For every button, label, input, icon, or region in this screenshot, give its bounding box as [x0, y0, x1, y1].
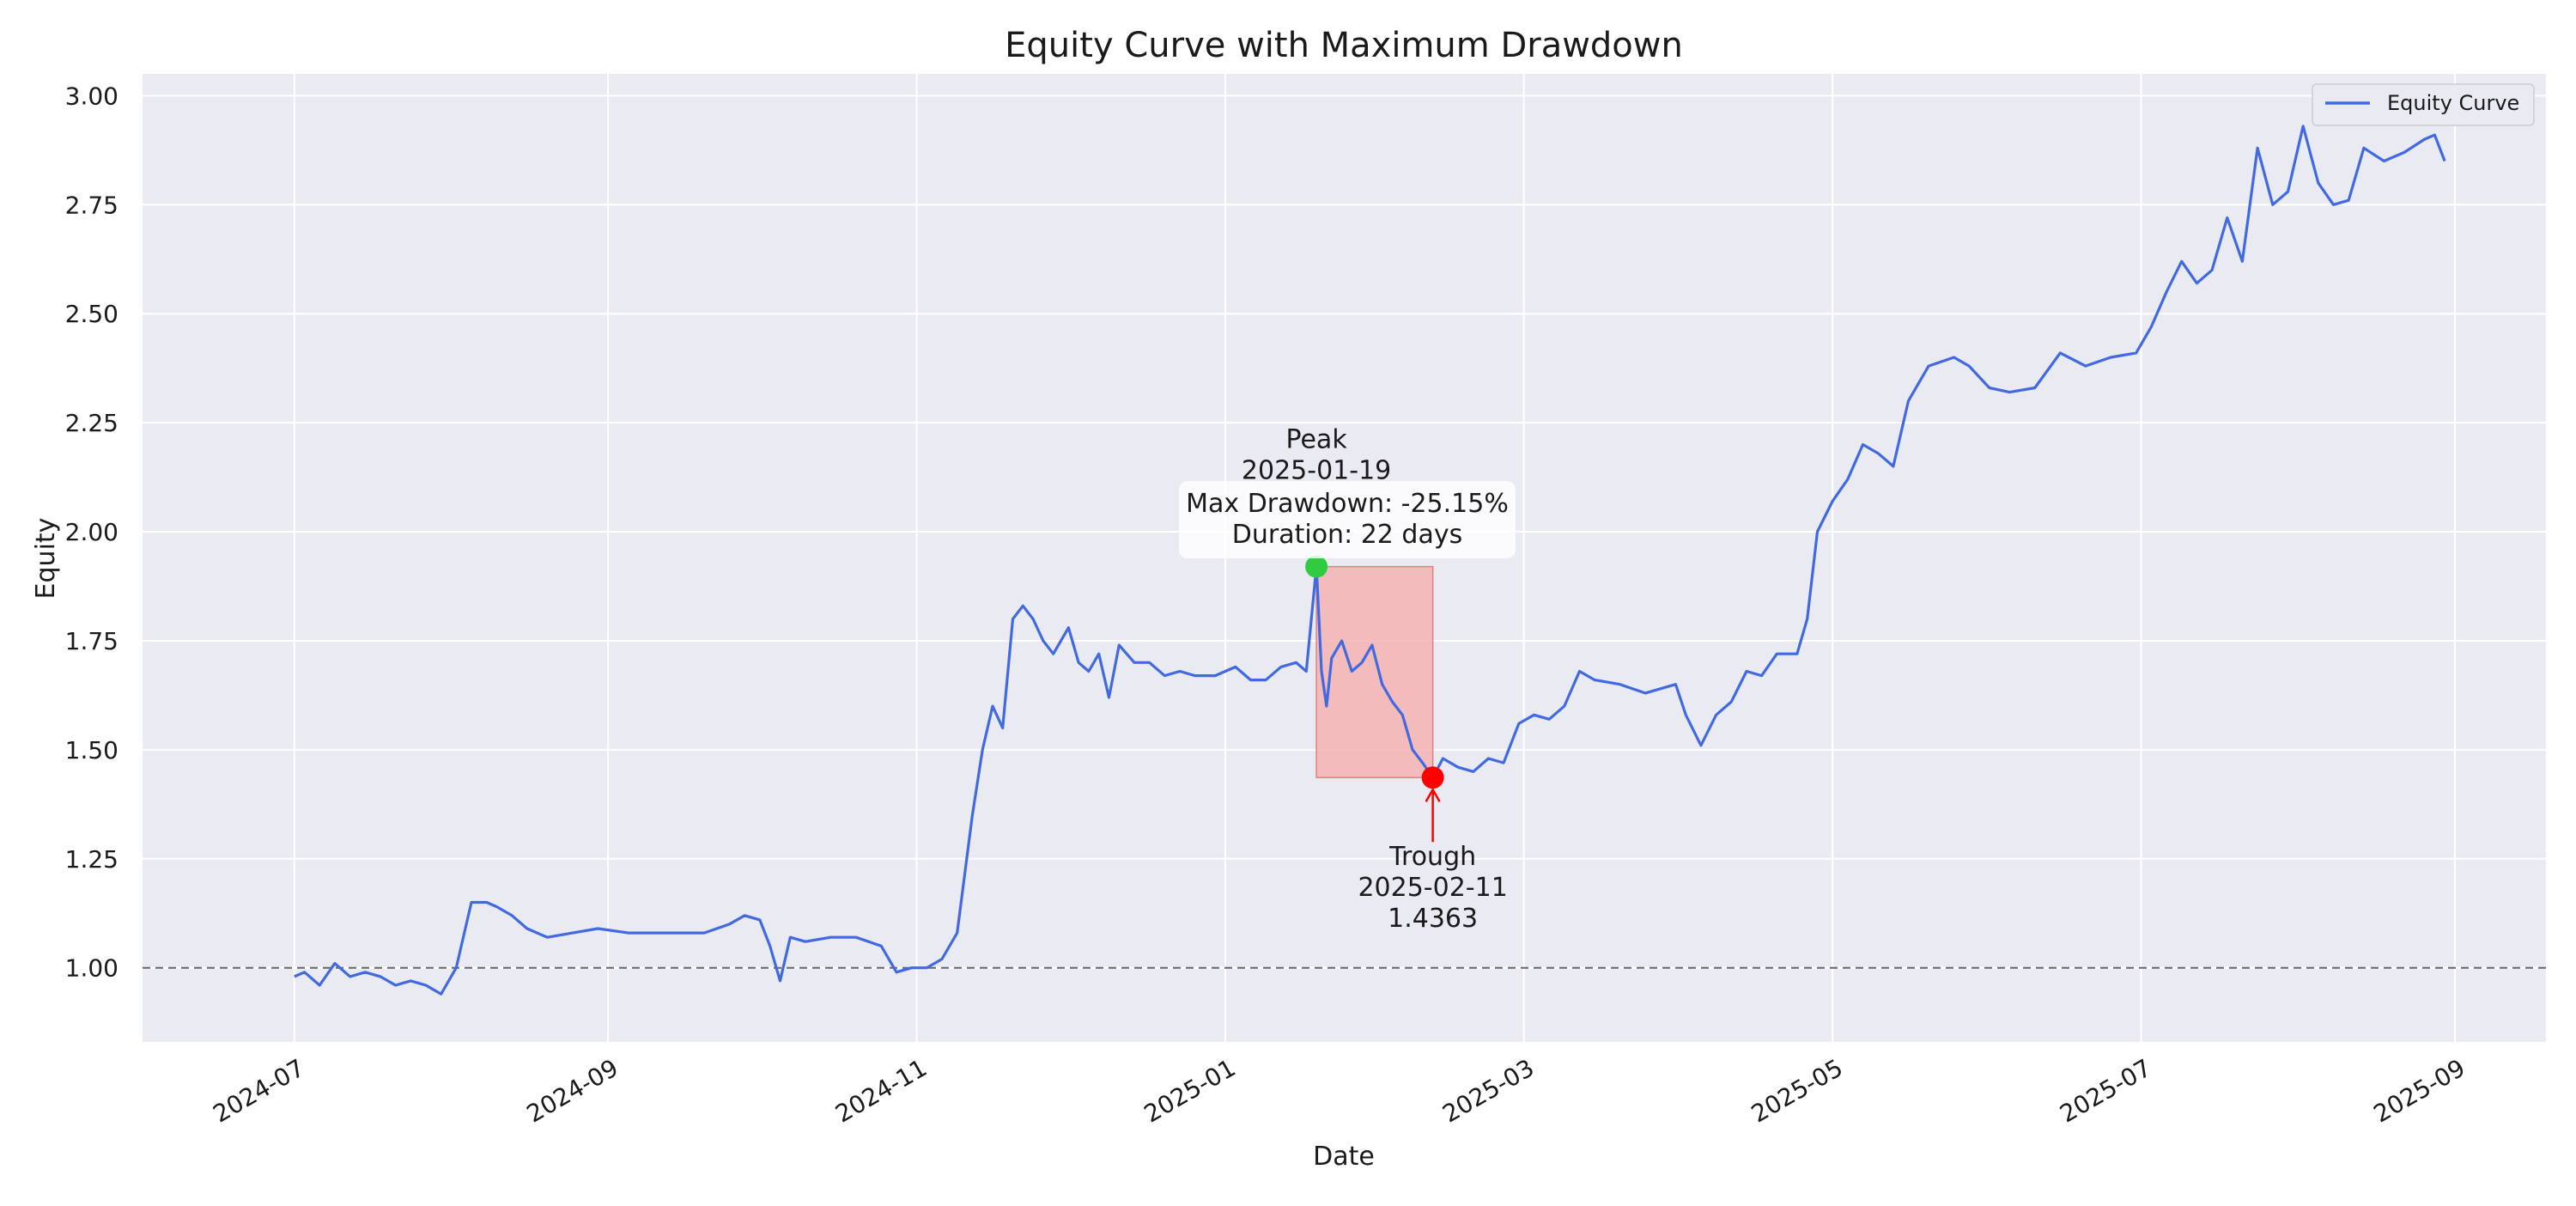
x-tick-label: 2025-01 — [1139, 1053, 1241, 1128]
y-axis-ticks: 1.00 1.25 1.50 1.75 2.00 2.25 2.50 2.75 3.00 — [65, 82, 118, 982]
peak-marker — [1305, 555, 1328, 578]
x-axis-ticks: 2024-07 2024-09 2024-11 2025-01 2025-03 2025-… — [208, 1053, 2470, 1128]
drawdown-percent: Max Drawdown: -25.15% — [1186, 489, 1509, 519]
trough-arrow-head — [1425, 787, 1441, 802]
x-tick-label: 2024-11 — [830, 1053, 932, 1128]
peak-label: Peak — [1285, 425, 1347, 455]
trough-marker — [1421, 766, 1444, 789]
y-tick-label: 1.75 — [65, 627, 118, 655]
drawdown-info-box — [1179, 481, 1516, 558]
legend-label: Equity Curve — [2387, 91, 2519, 115]
y-tick-label: 2.00 — [65, 518, 118, 546]
markers — [1305, 555, 1444, 789]
x-axis-label: Date — [1313, 1142, 1375, 1172]
y-tick-label: 1.25 — [65, 845, 118, 874]
peak-date: 2025-01-19 — [1242, 456, 1391, 486]
x-tick-label: 2024-07 — [208, 1053, 309, 1128]
x-tick-label: 2025-09 — [2369, 1053, 2470, 1128]
trough-date: 2025-02-11 — [1358, 873, 1507, 903]
x-tick-label: 2025-05 — [1747, 1053, 1848, 1128]
y-tick-label: 2.50 — [65, 300, 118, 328]
y-tick-label: 1.00 — [65, 954, 118, 983]
series — [294, 125, 2446, 996]
y-tick-label: 3.00 — [65, 82, 118, 110]
trough-label: Trough — [1388, 842, 1476, 872]
drawdown-fill — [1315, 565, 1434, 778]
legend: Equity Curve — [2312, 83, 2535, 126]
drawdown-region — [1315, 565, 1434, 778]
y-tick-label: 2.75 — [65, 191, 118, 219]
legend-box — [2312, 83, 2535, 126]
y-tick-label: 2.25 — [65, 409, 118, 437]
x-tick-label: 2025-07 — [2055, 1053, 2156, 1128]
chart-title: Equity Curve with Maximum Drawdown — [1005, 26, 1683, 65]
y-axis-label: Equity — [31, 518, 61, 600]
trough-value: 1.4363 — [1388, 904, 1478, 934]
x-tick-label: 2024-09 — [522, 1053, 623, 1128]
x-tick-label: 2025-03 — [1437, 1053, 1539, 1128]
equity-curve-line — [294, 125, 2446, 996]
y-tick-label: 1.50 — [65, 736, 118, 764]
drawdown-duration: Duration: 22 days — [1232, 520, 1462, 550]
